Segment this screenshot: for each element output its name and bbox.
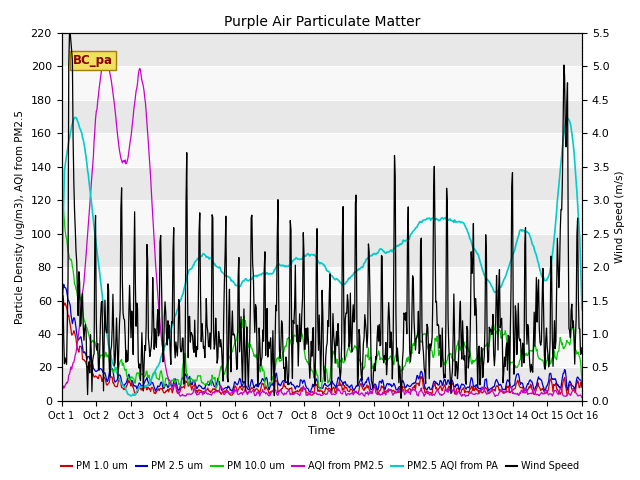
Legend: PM 1.0 um, PM 2.5 um, PM 10.0 um, AQI from PM2.5, PM2.5 AQI from PA, Wind Speed: PM 1.0 um, PM 2.5 um, PM 10.0 um, AQI fr… <box>57 457 583 475</box>
Bar <box>61 334 582 368</box>
Bar <box>61 100 582 133</box>
Bar <box>61 267 582 300</box>
Title: Purple Air Particulate Matter: Purple Air Particulate Matter <box>223 15 420 29</box>
Bar <box>61 167 582 200</box>
Y-axis label: Wind Speed (m/s): Wind Speed (m/s) <box>615 171 625 263</box>
Bar <box>61 200 582 234</box>
Text: BC_pa: BC_pa <box>73 54 113 67</box>
Bar <box>61 234 582 267</box>
Y-axis label: Particle Density (ug/m3), AQI from PM2.5: Particle Density (ug/m3), AQI from PM2.5 <box>15 110 25 324</box>
Bar <box>61 300 582 334</box>
Bar <box>61 133 582 167</box>
Bar <box>61 368 582 401</box>
X-axis label: Time: Time <box>308 426 335 436</box>
Bar <box>61 33 582 66</box>
Bar <box>61 66 582 100</box>
